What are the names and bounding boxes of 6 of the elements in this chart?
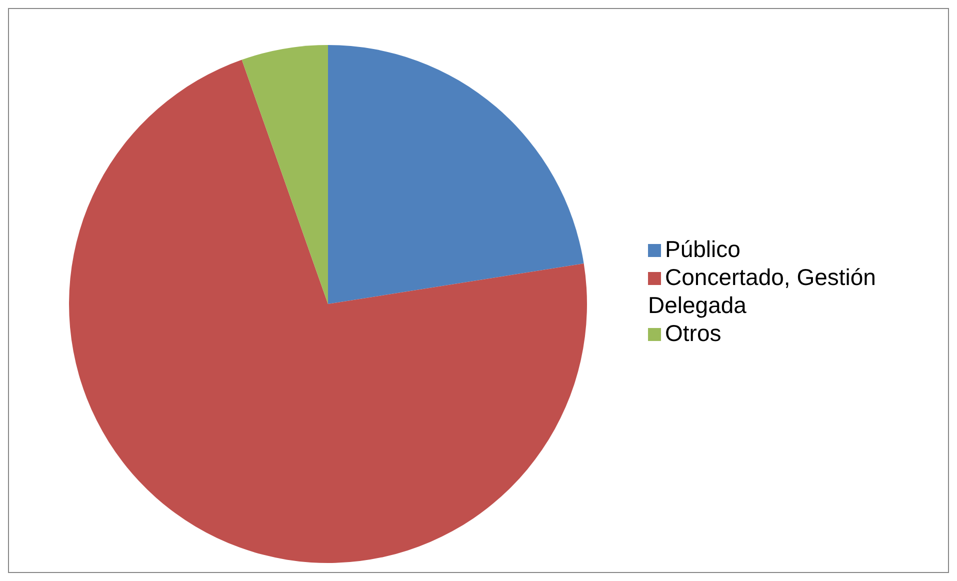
legend-label: Otros xyxy=(665,320,722,346)
pie-slice xyxy=(70,60,587,563)
legend-label: Concertado, Gestión Delegada xyxy=(648,264,876,318)
pie-slice xyxy=(242,45,328,304)
pie-slice xyxy=(328,45,584,304)
legend-label: Público xyxy=(665,236,740,262)
